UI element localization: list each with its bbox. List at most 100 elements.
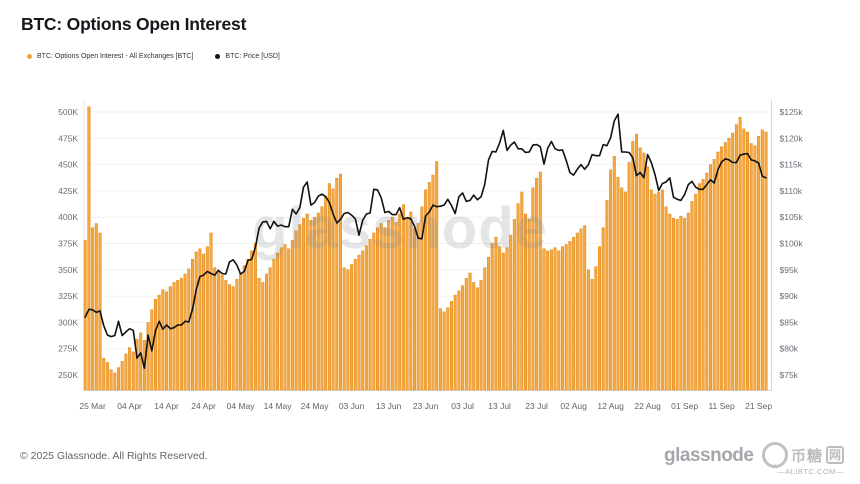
oi-bar (105, 362, 109, 391)
open-interest-bars (83, 106, 768, 391)
svg-text:475K: 475K (58, 133, 78, 143)
legend: BTC: Options Open Interest - All Exchang… (27, 53, 280, 60)
oi-bar (690, 201, 694, 391)
oi-bar (276, 252, 280, 391)
oi-bar (753, 145, 757, 391)
oi-bar (416, 223, 420, 391)
oi-bar (479, 280, 483, 391)
chart-svg[interactable]: 500K $125k 475K $120k 450K $115k 425K $110k 400K… (0, 70, 860, 432)
svg-text:13 Jun: 13 Jun (376, 401, 402, 411)
glassnode-watermark: glassnode (252, 196, 548, 261)
oi-bar (168, 286, 172, 391)
page-title: BTC: Options Open Interest (21, 14, 247, 34)
oi-bar (734, 124, 738, 391)
oi-bar (723, 142, 727, 391)
oi-bar (446, 307, 450, 391)
oi-bar (561, 246, 564, 391)
svg-text:03 Jul: 03 Jul (451, 401, 474, 411)
oi-bar (283, 244, 287, 391)
svg-text:$105k: $105k (780, 212, 804, 222)
oi-bar (205, 246, 209, 391)
oi-bar (424, 189, 428, 391)
svg-text:400K: 400K (58, 212, 78, 222)
oi-bar (202, 253, 206, 391)
oi-bar (557, 250, 561, 391)
oi-bar (487, 256, 490, 391)
oi-bar (390, 216, 394, 391)
oi-bar (527, 219, 531, 391)
oi-bar (294, 230, 298, 391)
oi-bar (379, 223, 383, 391)
svg-text:$75k: $75k (780, 370, 799, 380)
oi-bar (490, 243, 494, 391)
oi-bar (253, 243, 257, 391)
oi-bar (757, 135, 761, 391)
oi-bar (749, 143, 753, 391)
oi-bar (220, 274, 224, 391)
oi-bar (542, 248, 546, 391)
oi-bar (309, 220, 313, 391)
oi-bar (627, 162, 631, 391)
svg-text:24 Apr: 24 Apr (191, 401, 216, 411)
oi-bar (372, 232, 376, 391)
oi-bar (657, 191, 661, 391)
legend-label-open-interest: BTC: Options Open Interest - All Exchang… (37, 53, 194, 60)
oi-bar (638, 147, 642, 391)
svg-text:23 Jul: 23 Jul (525, 401, 548, 411)
watermark-badge-icon: ★ (761, 442, 788, 471)
oi-bar (316, 212, 320, 391)
svg-text:450K: 450K (58, 160, 78, 170)
oi-bar (257, 277, 261, 391)
brand-area: glassnode ★ 币糖 网 —ALIBTC.COM— (664, 442, 844, 482)
svg-text:300K: 300K (58, 317, 78, 327)
oi-bar (535, 178, 539, 391)
oi-bar (331, 188, 335, 391)
oi-bar (87, 106, 91, 391)
oi-bar (575, 232, 579, 391)
oi-bar (579, 228, 583, 391)
svg-text:$90k: $90k (780, 291, 799, 301)
oi-bar (357, 254, 361, 391)
svg-text:21 Sep: 21 Sep (745, 401, 772, 411)
svg-text:350K: 350K (58, 265, 78, 275)
oi-bar (198, 248, 202, 391)
svg-text:$110k: $110k (780, 186, 803, 196)
oi-bar (438, 308, 442, 391)
oi-bar (91, 227, 95, 391)
oi-bar (764, 131, 768, 391)
oi-bar (161, 289, 165, 391)
oi-bar (509, 234, 513, 391)
oi-bar (228, 284, 231, 391)
svg-text:24 May: 24 May (301, 401, 330, 411)
oi-bar (524, 213, 527, 391)
legend-swatch-orange-icon (27, 54, 32, 59)
oi-bar (612, 155, 616, 391)
oi-bar (705, 172, 709, 391)
svg-text:325K: 325K (58, 291, 78, 301)
legend-item-open-interest: BTC: Options Open Interest - All Exchang… (27, 53, 193, 60)
oi-bar (564, 244, 568, 391)
oi-bar (760, 129, 764, 391)
oi-bar (461, 285, 465, 391)
oi-bar (653, 193, 657, 391)
oi-bar (420, 206, 424, 391)
oi-bar (505, 247, 509, 391)
oi-bar (738, 117, 742, 391)
oi-bar (623, 191, 627, 391)
oi-bar (649, 189, 653, 391)
oi-bar (442, 311, 446, 391)
oi-bar (179, 277, 183, 391)
oi-bar (191, 259, 194, 391)
svg-text:$100k: $100k (780, 239, 804, 249)
oi-bar (165, 291, 169, 391)
oi-bar (279, 247, 283, 391)
oi-bar (586, 269, 590, 391)
watermark-cn-text: 币糖 (790, 447, 823, 465)
price-series (84, 113, 767, 370)
oi-bar (183, 273, 187, 391)
oi-bar (364, 245, 368, 391)
oi-bar (472, 282, 476, 391)
oi-bar (520, 191, 524, 391)
oi-bar (305, 213, 309, 391)
